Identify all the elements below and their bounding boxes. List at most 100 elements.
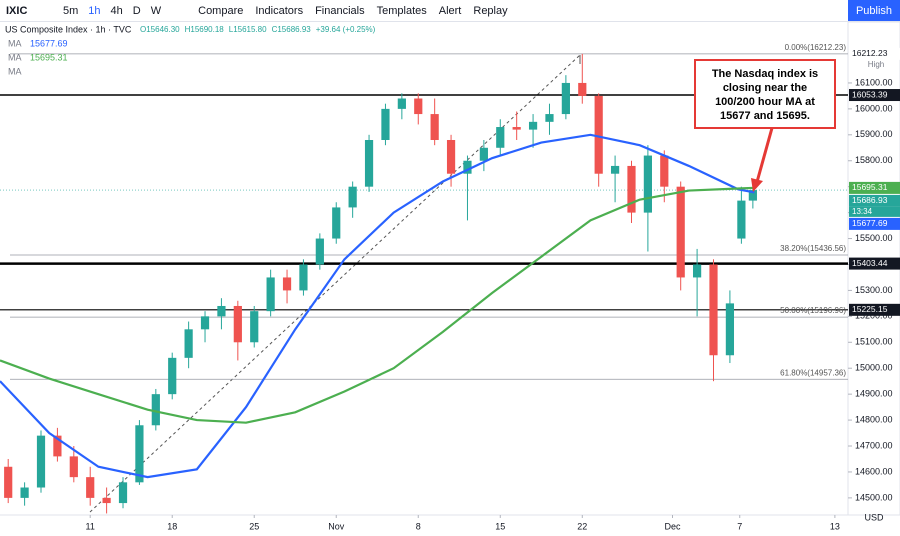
x-tick-label: 11 <box>86 521 95 531</box>
fib-label: 61.80%(14957.36) <box>780 368 846 377</box>
y-tick-label: 14700.00 <box>855 440 893 450</box>
candle-body <box>528 121 538 130</box>
candle-body <box>151 394 160 426</box>
button[interactable]: Compare <box>198 4 244 17</box>
y-tick-label: 15800.00 <box>855 155 893 165</box>
x-tick-label: Dec <box>664 521 681 531</box>
button[interactable]: Templates <box>376 4 427 17</box>
price-label-bg <box>849 257 900 270</box>
y-tick-label: 14900.00 <box>855 389 893 399</box>
candle-body <box>4 466 13 498</box>
candle-body <box>430 114 439 140</box>
price-label: 16053.39 <box>852 89 888 99</box>
button[interactable]: Replay <box>473 4 508 17</box>
candle-body <box>709 264 718 356</box>
annotation-line: 100/200 hour MA at <box>715 96 815 108</box>
candle-body <box>643 155 652 213</box>
candle-body <box>250 311 259 343</box>
candle-body <box>594 95 603 174</box>
candle-body <box>282 277 292 291</box>
candle-body <box>627 165 636 213</box>
y-tick-label: 15900.00 <box>855 129 893 139</box>
button[interactable]: Indicators <box>255 4 304 17</box>
plot <box>0 53 848 514</box>
fib-label: 50.00%(15196.96) <box>780 306 846 315</box>
legend-name: MA <box>8 52 22 62</box>
candle-body <box>660 155 669 187</box>
x-tick-label: 13 <box>830 521 840 531</box>
button[interactable]: Alert <box>438 4 462 17</box>
x-tick-label: Nov <box>328 521 345 531</box>
hidden-indicator: MA <box>8 66 22 76</box>
candle-body <box>561 82 570 115</box>
candle-body <box>610 165 620 174</box>
candle-body <box>414 98 423 115</box>
candle-body <box>168 357 177 395</box>
candle-body <box>299 264 308 291</box>
candle-body <box>69 456 78 478</box>
x-tick-label: 18 <box>167 521 177 531</box>
candle-body <box>86 477 95 498</box>
interval[interactable]: 4h <box>110 4 123 17</box>
countdown: 13:34 <box>852 207 873 216</box>
button[interactable]: Financials <box>315 4 365 17</box>
interval[interactable]: W <box>150 4 162 17</box>
high-label-name: High <box>868 60 884 69</box>
candle-body <box>233 305 242 343</box>
price-label: 15677.69 <box>852 218 888 228</box>
x-tick-label: 7 <box>737 521 742 531</box>
x-tick-label: 25 <box>249 521 259 531</box>
price-label: 16212.23 <box>852 48 888 58</box>
candle-body <box>20 487 29 498</box>
interval[interactable]: D <box>132 4 141 17</box>
price-label: 15403.44 <box>852 258 888 268</box>
y-tick-label: 14600.00 <box>855 466 893 476</box>
candle-body <box>332 207 341 239</box>
price-label: 15225.15 <box>852 304 888 314</box>
y-tick-label: 16100.00 <box>855 77 893 87</box>
annotation-line: 15677 and 15695. <box>720 110 810 122</box>
interval[interactable]: 1h <box>88 4 101 17</box>
y-tick-label: 16000.00 <box>855 103 893 113</box>
candle-body <box>200 316 210 330</box>
candle-body <box>479 147 488 161</box>
candle-body <box>737 200 746 239</box>
ohlc-value: +39.64 (+0.25%) <box>316 25 376 34</box>
interval[interactable]: 5m <box>63 4 79 17</box>
ohlc-value: L15615.80 <box>229 25 267 34</box>
ohlc-value: O15646.30 <box>140 25 180 34</box>
candle-body <box>446 139 456 174</box>
price-label: 15686.93 <box>852 195 888 205</box>
candle-body <box>512 127 521 130</box>
candle-body <box>102 497 111 504</box>
candle-body <box>676 186 685 278</box>
ohlc-value: C15686.93 <box>272 25 312 34</box>
arrow-head <box>751 178 763 192</box>
symbol[interactable]: IXIC <box>6 4 28 17</box>
x-tick-label: 8 <box>416 521 421 531</box>
moving-average <box>0 133 755 479</box>
x-tick-label: 22 <box>577 521 587 531</box>
candle-body <box>545 114 554 122</box>
fib-label: 38.20%(15436.56) <box>780 244 846 253</box>
candle-body <box>184 329 193 358</box>
price-label-bg <box>849 47 900 60</box>
publish-button[interactable]: Publish <box>848 0 900 21</box>
candle-body <box>725 303 735 356</box>
currency: USD <box>864 512 884 522</box>
candle-body <box>496 127 505 148</box>
y-tick-label: 15100.00 <box>855 337 893 347</box>
y-tick-label: 15000.00 <box>855 363 893 373</box>
annotation-line: The Nasdaq index is <box>712 68 818 80</box>
price-label-bg <box>849 194 900 207</box>
chart-title: US Composite Index · 1h · TVC <box>5 24 132 34</box>
candle-body <box>397 98 406 109</box>
candle-body <box>118 482 128 504</box>
moving-average <box>0 186 755 424</box>
candle-body <box>266 277 275 312</box>
candle-body <box>315 238 324 265</box>
candle-body <box>381 108 390 140</box>
toolbar: IXIC 5m 1h 4h D W Compare Indicators Fin… <box>0 0 900 22</box>
price-label: 15695.31 <box>852 182 888 192</box>
candle-body <box>217 305 226 317</box>
